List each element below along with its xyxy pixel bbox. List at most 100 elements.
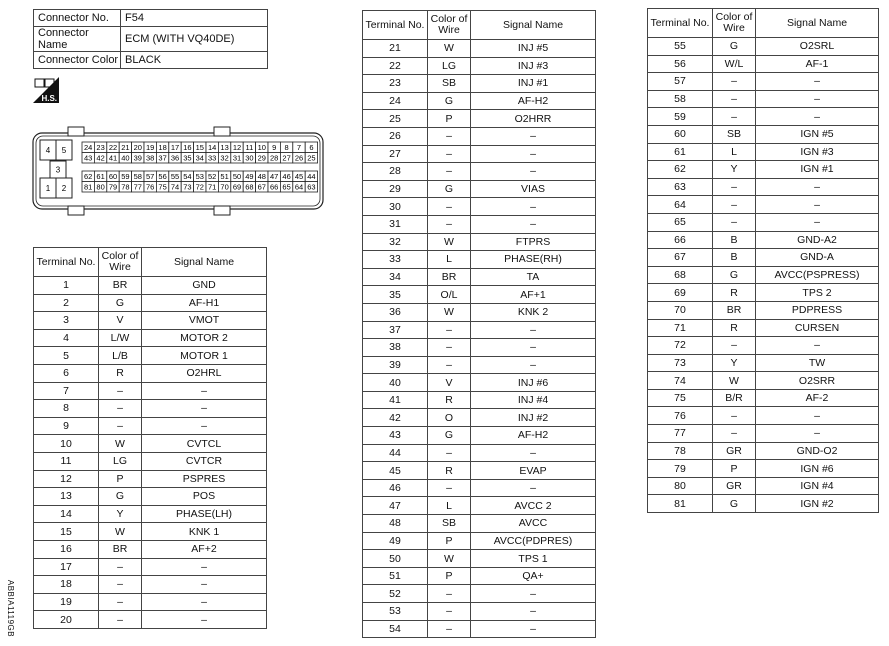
wire-color: – <box>427 126 471 146</box>
pin-number: 23 <box>96 143 104 152</box>
pin-number: 62 <box>84 172 92 181</box>
signal-name: – <box>141 381 267 401</box>
terminal-no: 37 <box>362 320 428 340</box>
svg-text:H.S.: H.S. <box>41 94 57 103</box>
signal-name: INJ #1 <box>470 74 596 93</box>
signal-name: AF-H2 <box>470 426 596 445</box>
table-header: Terminal No. Color of Wire Signal Name <box>33 247 267 277</box>
pin-number: 26 <box>295 154 303 163</box>
connector-no: F54 <box>120 9 268 27</box>
table-row: 58– – <box>647 89 879 109</box>
pin-number: 79 <box>109 183 117 192</box>
header-terminal: Terminal No. <box>33 247 99 277</box>
terminal-no: 39 <box>362 355 428 375</box>
signal-name: – <box>470 197 596 216</box>
terminal-no: 70 <box>647 300 713 320</box>
pin-number: 45 <box>295 172 303 181</box>
signal-name: KNK 2 <box>470 302 596 322</box>
wire-color: W/L <box>712 54 756 74</box>
pin-number: 41 <box>109 154 117 163</box>
terminal-no: 50 <box>362 549 428 568</box>
wire-color: BR <box>98 539 142 559</box>
pin-number: 61 <box>96 172 104 181</box>
connector-name: ECM (WITH VQ40DE) <box>120 26 268 52</box>
table-row: 28– – <box>362 162 596 181</box>
signal-name: – <box>141 416 267 436</box>
pin-number: 60 <box>109 172 117 181</box>
header-color: Color of Wire <box>712 8 756 38</box>
table-row: 51 P QA+ <box>362 566 596 586</box>
terminal-no: 34 <box>362 267 428 287</box>
terminal-no: 47 <box>362 496 428 516</box>
table-row: 31– – <box>362 214 596 234</box>
wire-color: L <box>712 142 756 162</box>
terminal-no: 73 <box>647 353 713 373</box>
header-color-line2: Wire <box>723 22 745 34</box>
signal-name: – <box>755 336 879 355</box>
pin-number: 47 <box>270 172 278 181</box>
terminal-no: 30 <box>362 197 428 216</box>
terminal-no: 41 <box>362 390 428 410</box>
table-row: 7– – <box>33 381 267 401</box>
terminal-no: 16 <box>33 539 99 559</box>
terminal-no: 4 <box>33 328 99 348</box>
terminal-no: 61 <box>647 142 713 162</box>
signal-name: – <box>755 424 879 443</box>
signal-name: AF-H2 <box>470 91 596 111</box>
pin-number: 59 <box>121 172 129 181</box>
connector-no-row: Connector No. F54 <box>33 9 268 27</box>
wire-color: P <box>712 459 756 478</box>
wire-color: – <box>712 336 756 355</box>
table-row: 66 B GND-A2 <box>647 230 879 250</box>
table-row: 68 G AVCC(PSPRESS) <box>647 265 879 285</box>
signal-name: PDPRESS <box>755 300 879 320</box>
signal-name: VIAS <box>470 179 596 199</box>
pin-number: 10 <box>258 143 266 152</box>
signal-name: GND-A2 <box>755 230 879 250</box>
terminal-no: 10 <box>33 434 99 453</box>
wire-color: B <box>712 230 756 250</box>
terminal-no: 12 <box>33 469 99 489</box>
table-row: 55 G O2SRL <box>647 37 879 56</box>
header-color-line1: Color of <box>430 13 468 25</box>
table-row: 32 W FTPRS <box>362 232 596 252</box>
table-row: 42 O INJ #2 <box>362 408 596 428</box>
pin-cell <box>55 177 73 199</box>
signal-name: EVAP <box>470 461 596 480</box>
table-row: 53– – <box>362 602 596 621</box>
signal-name: MOTOR 2 <box>141 328 267 348</box>
table-row: 63– – <box>647 177 879 197</box>
terminal-no: 79 <box>647 459 713 478</box>
table-row: 16 BR AF+2 <box>33 539 267 559</box>
wire-color: – <box>427 144 471 164</box>
wire-color: R <box>712 318 756 338</box>
signal-name: CURSEN <box>755 318 879 338</box>
signal-name: – <box>470 584 596 603</box>
terminal-no: 5 <box>33 346 99 365</box>
table-row: 70 BR PDPRESS <box>647 300 879 320</box>
pin-number: 8 <box>285 143 289 152</box>
table-row: 50 W TPS 1 <box>362 549 596 568</box>
header-terminal: Terminal No. <box>362 10 428 40</box>
wire-color: – <box>712 72 756 91</box>
wire-color: BR <box>427 267 471 287</box>
wire-color: – <box>98 381 142 401</box>
wire-color: – <box>98 610 142 629</box>
table-row: 65– – <box>647 212 879 232</box>
terminal-no: 35 <box>362 285 428 304</box>
wire-color: Y <box>98 504 142 524</box>
wire-color: LG <box>98 451 142 471</box>
signal-name: – <box>755 212 879 232</box>
terminal-no: 62 <box>647 160 713 179</box>
terminal-no: 48 <box>362 514 428 533</box>
pin-number: 42 <box>96 154 104 163</box>
table-row: 76– – <box>647 406 879 426</box>
table-row: 49 P AVCC(PDPRES) <box>362 531 596 551</box>
wire-color: – <box>712 195 756 214</box>
table-row: 48 SB AVCC <box>362 514 596 533</box>
table-row: 36 W KNK 2 <box>362 302 596 322</box>
signal-name: PSPRES <box>141 469 267 489</box>
signal-name: IGN #6 <box>755 459 879 478</box>
pin-number: 38 <box>146 154 154 163</box>
pin-number: 53 <box>196 172 204 181</box>
